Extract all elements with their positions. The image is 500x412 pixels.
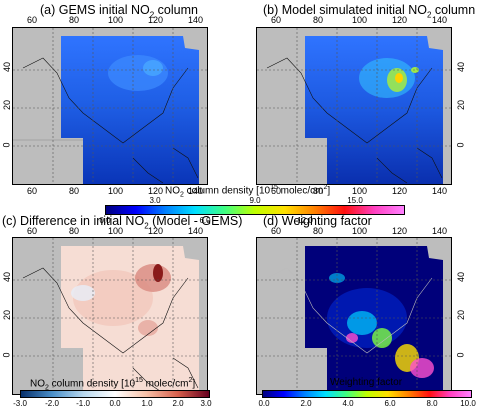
colorbar-weight-tick: 2.0: [300, 399, 312, 408]
lon-tick: 100: [108, 186, 124, 196]
map-panel-c: [12, 237, 208, 395]
lon-tick: 100: [108, 15, 124, 25]
lon-tick: 60: [271, 226, 282, 236]
panel-b-title-sub: 2: [426, 10, 432, 20]
map-panel-b: [256, 27, 452, 185]
cbar-top-label-prefix: NO: [165, 185, 180, 197]
colorbar-top-tick: 12.0: [297, 216, 313, 225]
colorbar-diff-tick: 2.0: [172, 399, 184, 408]
colorbar-diff: [20, 390, 210, 398]
colorbar-diff-tick: 0.0: [109, 399, 121, 408]
lon-tick: 100: [352, 15, 368, 25]
colorbar-top-tick: 3.0: [149, 196, 161, 205]
panel-b-title-suffix: column: [431, 3, 476, 17]
lon-tick: 80: [69, 186, 80, 196]
cbar-diff-label-mid2: molec/cm: [142, 378, 189, 390]
colorbar-top: [105, 205, 405, 215]
panel-b-title: (b) Model simulated initial NO2 column: [263, 3, 475, 20]
lat-tick: 20: [2, 309, 13, 321]
lon-tick: 120: [148, 186, 164, 196]
lon-tick: 100: [352, 186, 368, 196]
colorbar-top-tick: 15.0: [347, 196, 363, 205]
lon-tick: 60: [27, 15, 38, 25]
colorbar-diff-tick: 1.0: [141, 399, 153, 408]
lon-tick: 140: [188, 226, 204, 236]
colorbar-weight-tick: 8.0: [426, 399, 438, 408]
lon-tick: 60: [271, 186, 282, 196]
lat-tick: 20: [456, 309, 467, 321]
lon-tick: 120: [392, 15, 408, 25]
lon-tick: 80: [313, 226, 324, 236]
colorbar-weight-tick: 4.0: [342, 399, 354, 408]
colorbar-diff-tick: -2.0: [45, 399, 59, 408]
lon-tick: 120: [148, 226, 164, 236]
lon-tick: 60: [27, 186, 38, 196]
lon-tick: 120: [148, 15, 164, 25]
cbar-diff-label-end: ]: [192, 378, 196, 390]
panel-a-title-sub: 2: [149, 10, 155, 20]
lon-tick: 100: [108, 226, 124, 236]
lon-tick: 120: [392, 226, 408, 236]
colorbar-top-label: NO2 column density [1015 molec/cm2]: [165, 184, 330, 198]
lon-tick: 120: [392, 186, 408, 196]
lon-tick: 140: [188, 186, 204, 196]
panel-c-title-text: (c) Difference in initial NO: [2, 214, 145, 228]
lon-tick: 100: [352, 226, 368, 236]
lat-tick: 0: [1, 142, 12, 148]
colorbar-top-tick: 0.0: [99, 216, 111, 225]
lat-tick: 20: [456, 99, 467, 111]
lon-tick: 140: [432, 226, 448, 236]
lon-tick: 140: [432, 186, 448, 196]
lat-tick: 40: [456, 271, 467, 283]
colorbar-weight-tick: 10.0: [460, 399, 476, 408]
panel-c-title-sub: 2: [144, 221, 149, 231]
lat-tick: 0: [455, 352, 466, 358]
lon-tick: 140: [188, 15, 204, 25]
map-panel-a: [12, 27, 208, 185]
lat-tick: 0: [455, 142, 466, 148]
lat-tick: 0: [1, 352, 12, 358]
lat-tick: 20: [2, 99, 13, 111]
lat-tick: 40: [2, 271, 13, 283]
colorbar-diff-label: NO2 column density [1015 molec/cm2]: [30, 377, 195, 391]
cbar-diff-label-sup2: 2: [188, 377, 193, 384]
lat-tick: 40: [456, 61, 467, 73]
lat-tick: 40: [2, 61, 13, 73]
map-panel-d: [256, 237, 452, 395]
lon-tick: 80: [313, 15, 324, 25]
colorbar-diff-tick: -1.0: [76, 399, 90, 408]
colorbar-weight-tick: 0.0: [258, 399, 270, 408]
panel-a-title: (a) GEMS initial NO2 column: [40, 3, 198, 20]
cbar-top-label-mid2: molec/cm: [277, 185, 324, 197]
cbar-diff-label-prefix: NO: [30, 378, 45, 390]
panel-a-title-suffix: column: [154, 3, 198, 17]
cbar-top-label-end: ]: [327, 185, 331, 197]
cbar-diff-label-mid: column density [10: [48, 378, 136, 390]
panel-d-title: (d) Weighting factor: [263, 214, 372, 228]
lon-tick: 80: [69, 226, 80, 236]
lon-tick: 80: [313, 186, 324, 196]
cbar-diff-label-sup: 15: [135, 377, 143, 384]
panel-c-title: (c) Difference in initial NO2 (Model - G…: [2, 214, 242, 231]
colorbar-weight: [262, 390, 472, 398]
cbar-top-label-sup: 15: [270, 184, 278, 191]
cbar-top-label-sup2: 2: [323, 184, 328, 191]
panel-c-title-suffix: (Model - GEMS): [148, 214, 243, 228]
cbar-top-label-sub: 2: [180, 191, 184, 199]
colorbar-diff-tick: -3.0: [13, 399, 27, 408]
colorbar-weight-label: Weighting factor: [330, 377, 403, 388]
lon-tick: 60: [27, 226, 38, 236]
colorbar-weight-tick: 6.0: [384, 399, 396, 408]
panel-a-title-text: (a) GEMS initial NO: [40, 3, 150, 17]
lon-tick: 140: [432, 15, 448, 25]
panel-d-title-text: (d) Weighting factor: [263, 214, 372, 228]
colorbar-diff-tick: 3.0: [200, 399, 212, 408]
lon-tick: 60: [271, 15, 282, 25]
lon-tick: 80: [69, 15, 80, 25]
colorbar-top-tick: 9.0: [249, 196, 261, 205]
colorbar-top-tick: 6.0: [199, 216, 211, 225]
cbar-top-label-mid: column density [10: [183, 185, 271, 197]
panel-b-title-text: (b) Model simulated initial NO: [263, 3, 427, 17]
cbar-diff-label-sub: 2: [45, 384, 49, 392]
